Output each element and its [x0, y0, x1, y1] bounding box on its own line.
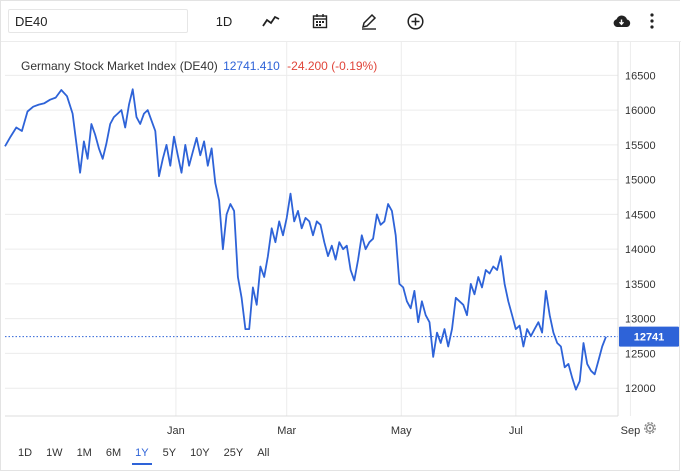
- price-line: [4, 88, 607, 391]
- calendar-icon[interactable]: [311, 9, 329, 33]
- y-tick-label: 15000: [625, 175, 656, 187]
- period-button-1m[interactable]: 1M: [76, 447, 92, 459]
- y-tick-label: 13500: [625, 279, 656, 291]
- gear-icon[interactable]: [641, 419, 659, 437]
- interval-button[interactable]: 1D: [213, 9, 235, 33]
- index-name: Germany Stock Market Index (DE40): [21, 59, 218, 73]
- x-tick-label: Sep: [621, 425, 641, 437]
- x-tick-label: Jul: [509, 425, 523, 437]
- more-vertical-icon[interactable]: [646, 9, 658, 33]
- interval-label: 1D: [215, 13, 233, 29]
- period-button-6m[interactable]: 6M: [105, 447, 122, 459]
- price-chart[interactable]: 12000 12500 13000 13500 14000 14500 15000 15500…: [1, 41, 681, 441]
- y-tick-label: 15500: [625, 140, 656, 152]
- y-tick-label: 14500: [625, 209, 656, 221]
- y-tick-label: 14000: [625, 244, 656, 256]
- current-value-label: 12741: [634, 332, 665, 344]
- period-button-10y[interactable]: 10Y: [190, 447, 210, 459]
- period-selector: 1D 1W 1M 6M 1Y 5Y 10Y 25Y All: [13, 444, 278, 465]
- period-button-1y[interactable]: 1Y: [130, 444, 153, 465]
- chart-legend: Germany Stock Market Index (DE40) 12741.…: [21, 59, 377, 73]
- period-button-5y[interactable]: 5Y: [162, 447, 177, 459]
- pencil-icon[interactable]: [359, 9, 379, 33]
- period-button-25y[interactable]: 25Y: [223, 447, 244, 459]
- period-button-1w[interactable]: 1W: [46, 447, 63, 459]
- x-tick-label: Jan: [167, 425, 185, 437]
- y-tick-label: 12000: [625, 383, 656, 395]
- y-tick-label: 16000: [625, 105, 656, 117]
- y-tick-label: 12500: [625, 348, 656, 360]
- period-button-all[interactable]: All: [257, 447, 270, 459]
- symbol-input[interactable]: [8, 9, 188, 33]
- y-tick-label: 16500: [625, 70, 656, 82]
- cloud-download-icon[interactable]: [611, 9, 631, 33]
- chart-toolbar: 1D: [1, 1, 681, 42]
- period-button-1d[interactable]: 1D: [18, 447, 33, 459]
- price-change: -24.200 (-0.19%): [287, 59, 378, 73]
- plus-circle-icon[interactable]: [406, 9, 424, 33]
- line-chart-icon[interactable]: [261, 9, 281, 33]
- x-tick-label: May: [391, 425, 412, 437]
- current-value-badge: [619, 326, 679, 347]
- y-tick-label: 13000: [625, 314, 656, 326]
- last-price: 12741.410: [223, 59, 280, 73]
- x-tick-label: Mar: [277, 425, 296, 437]
